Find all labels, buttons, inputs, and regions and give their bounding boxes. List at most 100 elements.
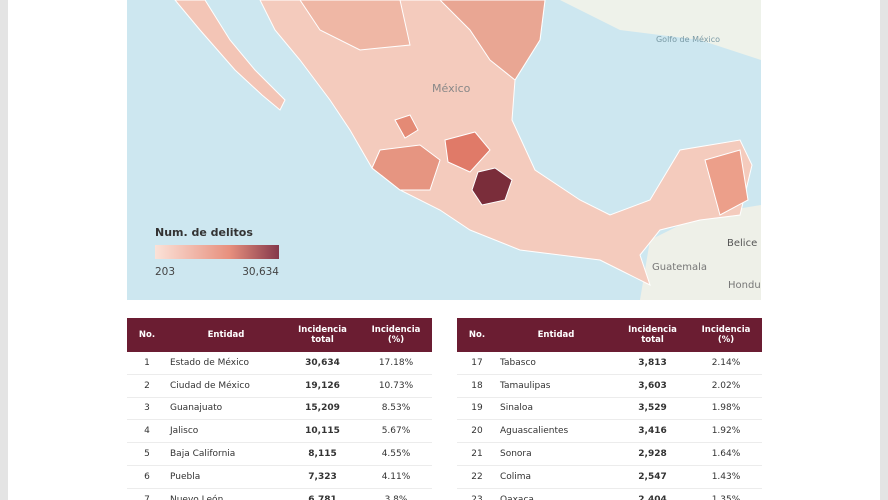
row-number: 5 [144, 449, 150, 460]
header-cell: Incidencia total [298, 325, 347, 345]
legend-title: Num. de delitos [155, 226, 253, 239]
map-label: México [432, 82, 471, 95]
state-name: Nuevo León [170, 494, 224, 500]
total: 3,813 [638, 357, 667, 368]
total: 2,928 [638, 449, 667, 460]
table-row: 19 Sinaloa 3,529 1.98% [457, 398, 762, 421]
total: 15,209 [305, 403, 340, 414]
row-number: 19 [471, 403, 483, 414]
legend-max: 30,634 [242, 266, 279, 278]
legend-min: 203 [155, 266, 175, 278]
percent: 8.53% [381, 403, 411, 414]
state-name: Baja California [170, 449, 236, 460]
percent: 4.11% [381, 471, 411, 482]
state-name: Oaxaca [500, 494, 534, 500]
row-number: 6 [144, 471, 150, 482]
total: 7,323 [308, 471, 337, 482]
table-row: 22 Colima 2,547 1.43% [457, 466, 762, 489]
state [394, 114, 419, 139]
edge [0, 0, 8, 500]
table-row: 6 Puebla 7,323 4.11% [127, 466, 432, 489]
percent: 1.35% [711, 494, 741, 500]
header-cell: No. [468, 330, 486, 340]
total: 30,634 [305, 357, 340, 368]
percent: 10.73% [378, 380, 414, 391]
state [439, 0, 546, 81]
table-header: No. Entidad Incidencia total Incidencia (%) [457, 318, 762, 352]
state-name: Tabasco [500, 357, 536, 368]
row-number: 20 [471, 426, 483, 437]
mexico [259, 0, 753, 286]
row-number: 18 [471, 380, 483, 391]
edge [880, 0, 888, 500]
state-name: Jalisco [170, 426, 199, 437]
row-number: 21 [471, 449, 483, 460]
row-number: 7 [144, 494, 150, 500]
state-name: Ciudad de México [170, 380, 250, 391]
row-number: 17 [471, 357, 483, 368]
table-row: 18 Tamaulipas 3,603 2.02% [457, 375, 762, 398]
land [560, 0, 761, 60]
percent: 1.64% [711, 449, 741, 460]
table-row: 2 Ciudad de México 19,126 10.73% [127, 375, 432, 398]
table: No. Entidad Incidencia total Incidencia (%)… [457, 318, 762, 500]
map: México Golfo de México Belice Guatemala … [127, 0, 761, 300]
table-row: 17 Tabasco 3,813 2.14% [457, 352, 762, 375]
total: 10,115 [305, 426, 340, 437]
map-label: Golfo de México [656, 34, 720, 44]
percent: 2.14% [711, 357, 741, 368]
state-name: Sinaloa [500, 403, 533, 414]
table-row: 3 Guanajuato 15,209 8.53% [127, 398, 432, 421]
header-cell: Entidad [207, 330, 245, 340]
state-name: Puebla [170, 471, 201, 482]
header-cell: Incidencia total [628, 325, 677, 345]
total: 6,781 [308, 494, 337, 500]
state [371, 144, 441, 191]
header-cell: Incidencia (%) [701, 325, 751, 345]
state [444, 131, 491, 173]
state [471, 167, 513, 206]
state-name: Estado de México [170, 357, 250, 368]
header-cell: Entidad [537, 330, 575, 340]
row-number: 2 [144, 380, 150, 391]
percent: 1.92% [711, 426, 741, 437]
map-label: Hondu [728, 280, 761, 291]
percent: 2.02% [711, 380, 741, 391]
table-row: 20 Aguascalientes 3,416 1.92% [457, 420, 762, 444]
total: 3,603 [638, 380, 667, 391]
table-header: No. Entidad Incidencia total Incidencia (%) [127, 318, 432, 352]
state-name: Colima [500, 471, 532, 482]
table-row: 5 Baja California 8,115 4.55% [127, 443, 432, 466]
map-label: Belice [727, 238, 757, 249]
map-label: Guatemala [652, 262, 707, 273]
row-number: 3 [144, 403, 150, 414]
row-number: 1 [144, 357, 150, 368]
land [640, 205, 761, 300]
table-row: 1 Estado de México 30,634 17.18% [127, 352, 432, 375]
total: 2,547 [638, 471, 667, 482]
percent: 3.8% [384, 494, 408, 500]
total: 19,126 [305, 380, 340, 391]
table-row: 23 Oaxaca 2,404 1.35% [457, 489, 762, 500]
state-name: Aguascalientes [500, 426, 569, 437]
total: 8,115 [308, 449, 337, 460]
percent: 4.55% [381, 449, 411, 460]
row-number: 23 [471, 494, 483, 500]
table-row: 4 Jalisco 10,115 5.67% [127, 420, 432, 444]
state [704, 149, 749, 216]
row-number: 22 [471, 471, 483, 482]
row-number: 4 [144, 426, 150, 437]
percent: 17.18% [378, 357, 414, 368]
state-name: Tamaulipas [500, 380, 551, 391]
total: 3,529 [638, 403, 667, 414]
total: 3,416 [638, 426, 667, 437]
table-row: 7 Nuevo León 6,781 3.8% [127, 489, 432, 500]
total: 2,404 [638, 494, 667, 500]
baja [174, 0, 286, 111]
percent: 1.98% [711, 403, 741, 414]
table: No. Entidad Incidencia total Incidencia (%)… [127, 318, 432, 500]
header-cell: Incidencia (%) [371, 325, 421, 345]
state [299, 0, 411, 51]
legend-gradient [155, 245, 279, 259]
